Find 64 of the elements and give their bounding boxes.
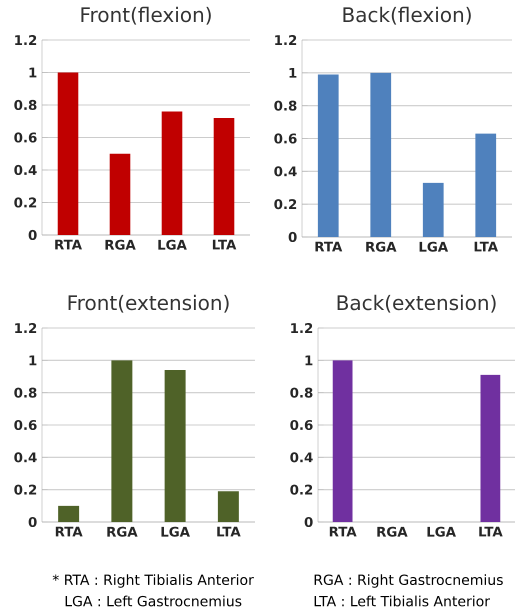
x-tick-label: RTA	[55, 240, 82, 250]
chart-title: Back(flexion)	[343, 6, 471, 25]
x-tick-label: RTA	[56, 526, 83, 536]
y-tick-label: 0.6	[274, 133, 297, 144]
bar	[164, 370, 186, 522]
y-tick-label: 0	[304, 516, 313, 528]
bar	[58, 72, 78, 235]
y-tick-label: 0.8	[14, 100, 36, 110]
y-tick-label: 0.8	[274, 100, 296, 111]
y-tick-label: 0	[28, 230, 37, 240]
y-tick-label: 0.6	[290, 420, 313, 430]
y-tick-label: 0.2	[290, 484, 312, 495]
chart-title: Front(flexion)	[81, 6, 211, 25]
bar	[218, 491, 239, 522]
x-tick-label: LGA	[420, 242, 448, 252]
text: RGA : Right Gastrocnemius	[314, 574, 503, 588]
bar	[370, 72, 392, 237]
x-tick-label: RGA	[107, 526, 138, 537]
x-tick-label: RTA	[315, 242, 342, 252]
y-tick-label: 0.4	[14, 452, 37, 462]
bar	[422, 182, 444, 237]
y-tick-label: 1	[30, 68, 36, 78]
y-tick-label: 0.8	[290, 388, 312, 398]
y-tick-label: 0.2	[274, 199, 296, 210]
y-tick-label: 0.6	[14, 132, 37, 143]
y-tick-label: 0.8	[14, 388, 36, 398]
y-tick-label: 0.4	[274, 166, 297, 176]
bar	[110, 154, 130, 235]
bar	[111, 360, 132, 522]
x-tick-label: RGA	[366, 242, 396, 252]
y-tick-label: 1.2	[275, 35, 296, 45]
y-tick-label: 1.2	[15, 323, 36, 333]
y-tick-label: 0	[28, 516, 37, 528]
chart-title: Back(extension)	[338, 294, 496, 313]
text: LTA : Left Tibialis Anterior	[314, 596, 490, 606]
x-tick-label: LTA	[479, 526, 503, 536]
text: LGA : Left Gastrocnemius	[66, 596, 242, 606]
y-tick-label: 1.2	[291, 323, 312, 333]
y-tick-label: 0.6	[14, 420, 37, 430]
bar	[162, 111, 182, 235]
y-tick-label: 1.2	[15, 35, 36, 45]
y-tick-label: 1	[306, 355, 312, 366]
x-tick-label: LTA	[217, 526, 241, 536]
text: * RTA : Right Tibialis Anterior	[52, 574, 254, 588]
x-tick-label: LGA	[427, 526, 456, 537]
y-tick-label: 0.2	[14, 484, 36, 495]
y-tick-label: 1	[290, 68, 296, 78]
x-tick-label: LGA	[158, 240, 187, 250]
y-tick-label: 0	[288, 232, 297, 242]
y-tick-label: 1	[30, 355, 36, 366]
bar	[475, 134, 496, 237]
x-tick-label: RTA	[330, 526, 357, 536]
x-tick-label: LGA	[161, 526, 190, 537]
bar	[318, 74, 339, 237]
x-tick-label: RGA	[105, 240, 136, 250]
y-tick-label: 0.4	[290, 452, 313, 462]
chart-title: Front(extension)	[68, 294, 229, 313]
bar	[58, 506, 80, 522]
x-tick-label: LTA	[474, 242, 498, 252]
y-tick-label: 0.2	[14, 197, 36, 208]
x-tick-label: RGA	[377, 526, 408, 537]
y-tick-label: 0.4	[14, 164, 37, 176]
bar	[214, 118, 234, 235]
x-tick-label: LTA	[212, 240, 236, 250]
